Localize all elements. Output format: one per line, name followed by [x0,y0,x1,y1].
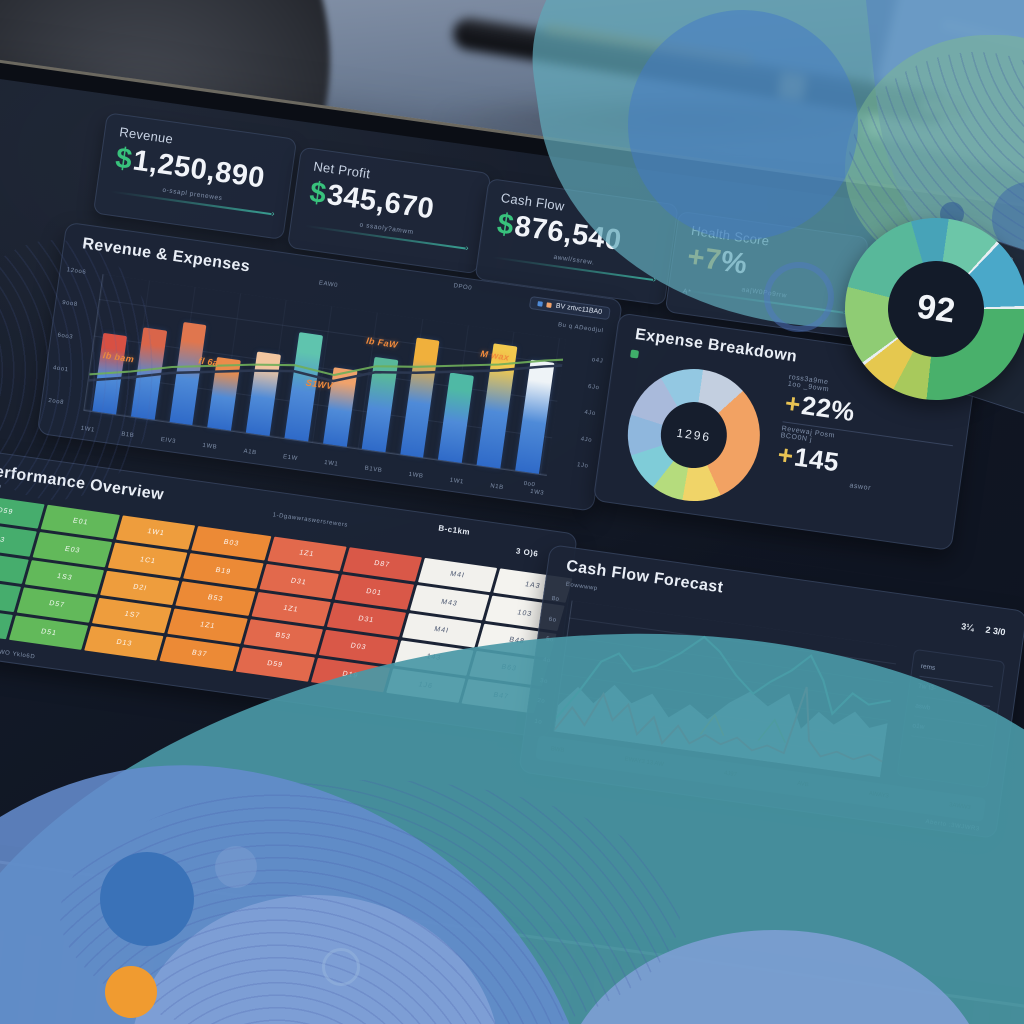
trend-line [89,358,564,377]
ring-outline-bottom [322,948,360,986]
forecast-chip: 2 3/0 [984,624,1007,638]
panel-footer: Geef-WO Yklo6D [0,646,36,661]
faint-dot [215,846,257,888]
axis-tick: B1VB [364,465,383,475]
panel-corner-label: 3 O)6 [515,546,539,559]
heatmap-cell[interactable]: D59 [0,494,45,530]
legend-swatch [630,349,640,359]
axis-tick: 1WB [408,471,424,480]
axis-tick: 6o [548,616,558,624]
axis-tick: E1W [282,454,299,463]
axis-tick: 1W1 [323,459,339,468]
orange-dot-large [105,966,157,1018]
panel-revenue-expenses[interactable]: Revenue & Expenses BV zrtvc11BA0 DPO0 EA… [36,221,623,512]
legend-swatch-revenue [537,301,544,307]
panel-note: DPO0 [453,283,473,292]
axis-tick: o4J [591,357,604,365]
axis-tick: 1Jo [576,462,589,470]
panel-corner-label: B-c1km [437,523,471,537]
panel-note: Bu q ADeodjul [557,322,604,335]
blue-dot-large [100,852,194,946]
legend-swatch-expenses [546,302,553,309]
donut-center: 1296 [656,397,732,473]
chevron-icon: › [270,208,276,219]
stat-number: 22% [799,389,857,428]
trend-overlay [88,358,564,383]
axis-tick: 8o [551,595,560,603]
chart-legend[interactable]: BV zrtvc11BA0 [529,296,611,321]
axis-tick: 1W3 [529,488,545,497]
expense-donut-chart[interactable]: 1296 [619,360,769,510]
axis-tick: 4Jo [580,435,593,444]
blue-circle-top [628,10,858,240]
legend-label: BV zrtvc11BA0 [555,302,603,317]
axis-tick: 1WB [202,442,218,451]
forecast-chips: 3¼ 2 3/0 [961,621,1007,637]
ring-outline-top [764,262,834,332]
axis-tick: A1B [243,448,258,457]
axis-tick: 1W1 [449,477,465,486]
axis-tick: 6Jo [587,383,600,391]
panel-note: ewwp [0,481,3,491]
axis-tick: 4Jo [584,409,597,418]
gauge-value: 92 [914,287,958,330]
axis-tick: EIV3 [160,436,177,446]
trend-line-shadow [88,364,563,383]
health-gauge[interactable]: 92 [833,206,1024,412]
panel-note: Eowwwwp [565,581,599,593]
stat-number: 145 [792,441,842,478]
panel-note: 1-Dgawwraswersrewers [272,512,349,529]
forecast-chip: 3¼ [960,621,975,633]
panel-note: EAW0 [318,280,339,290]
chevron-icon: › [465,242,470,253]
bar-chart: Ib bam fl 6a S1WV Ib FaW M wax [83,274,566,476]
axis-tick: N1B [489,483,505,492]
donut-center-value: 1296 [675,425,712,445]
